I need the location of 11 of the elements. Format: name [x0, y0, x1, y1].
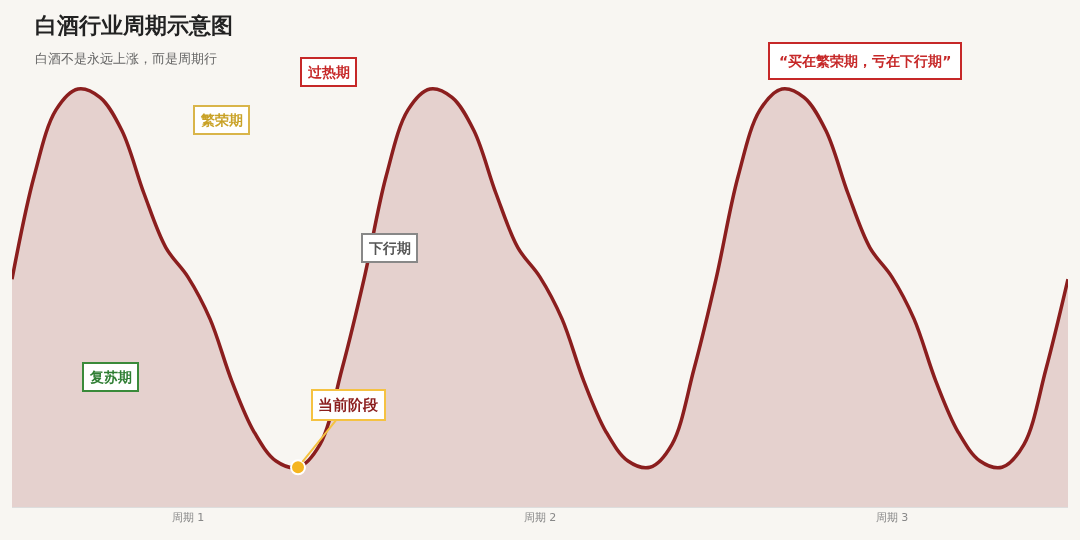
annotation: 当前阶段 [318, 396, 379, 414]
text: “买在繁荣期，亏在下行期” [779, 53, 952, 69]
annotation: 复苏期 [89, 369, 132, 385]
x-tick-label: 周期 1 [171, 511, 205, 525]
text: 过热期 [307, 64, 350, 80]
annotation: 繁荣期 [200, 112, 243, 128]
chart-title: 白酒行业周期示意图 [35, 13, 233, 38]
chart-subtitle: 白酒不是永远上涨，而是周期行 [35, 51, 217, 66]
x-tick-label: 周期 3 [875, 511, 909, 525]
x-tick-label: 周期 2 [523, 511, 557, 525]
annotation: 下行期 [368, 240, 411, 256]
